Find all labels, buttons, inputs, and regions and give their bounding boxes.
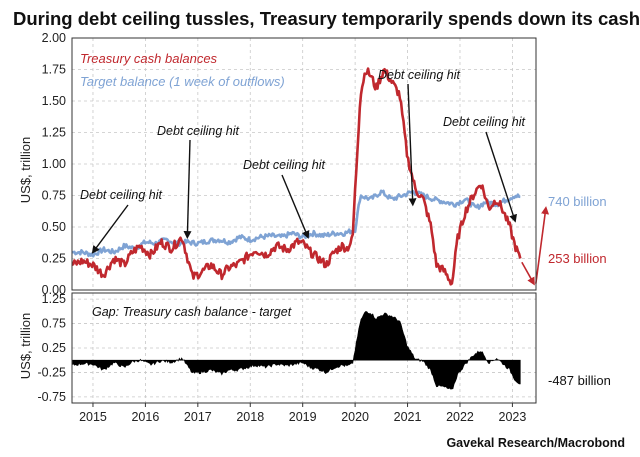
forecast-arrow-up (535, 206, 550, 284)
gap-panel-title: Gap: Treasury cash balance - target (92, 305, 292, 319)
bottom-y-tick-labels: -0.75 -0.25 0.25 0.75 1.25 (38, 292, 67, 404)
top-y-tick-label: 0.75 (42, 189, 66, 203)
bottom-y-axis-label: US$, trillion (18, 313, 33, 379)
annotation-debt-ceiling-2015: Debt ceiling hit (80, 188, 163, 202)
end-label-target: 740 billion (548, 194, 607, 209)
top-series-lines (71, 67, 522, 286)
annotation-debt-ceiling-2021: Debt ceiling hit (378, 68, 461, 82)
source-credit: Gavekal Research/Macrobond (446, 436, 625, 450)
end-label-gap: -487 billion (548, 373, 611, 388)
annotation-debt-ceiling-2019: Debt ceiling hit (243, 158, 326, 172)
bottom-y-tick-label: 0.25 (42, 341, 66, 355)
chart-title: During debt ceiling tussles, Treasury te… (13, 8, 640, 29)
gap-area (71, 311, 521, 390)
target-balance-line (71, 189, 521, 258)
cash-balance-line (71, 67, 522, 286)
x-tick-label: 2016 (131, 410, 159, 424)
x-tick-label: 2022 (446, 410, 474, 424)
x-tick-label: 2015 (79, 410, 107, 424)
top-y-tick-label: 1.25 (42, 126, 66, 140)
x-tick-label: 2021 (394, 410, 422, 424)
debt-ceiling-arrows (91, 83, 517, 254)
bottom-y-tick-label: -0.75 (38, 390, 67, 404)
top-y-tick-label: 1.75 (42, 63, 66, 77)
debt-ceiling-arrow (485, 131, 517, 223)
x-tick-label: 2019 (289, 410, 317, 424)
top-panel-frame (71, 37, 537, 291)
debt-ceiling-arrow (407, 83, 417, 207)
top-y-tick-label: 1.50 (42, 94, 66, 108)
end-label-cash: 253 billion (548, 251, 607, 266)
top-y-tick-label: 1.00 (42, 157, 66, 171)
gap-area-fill (71, 311, 521, 390)
top-y-tick-labels: 0.00 0.25 0.50 0.75 1.00 1.25 1.50 1.75 2.00 (42, 31, 66, 297)
debt-ceiling-arrow (183, 139, 192, 240)
x-axis-tick-labels: 2015 2016 2017 2018 2019 2020 2021 2022 2023 (79, 403, 526, 424)
top-y-tick-label: 0.00 (42, 283, 66, 297)
x-tick-label: 2023 (499, 410, 527, 424)
bottom-panel-frame (71, 292, 537, 404)
forecast-arrow-down (521, 261, 535, 286)
top-y-tick-label: 0.50 (42, 220, 66, 234)
x-tick-label: 2020 (341, 410, 369, 424)
legend-cash-balances: Treasury cash balances (80, 51, 218, 66)
annotation-debt-ceiling-2017: Debt ceiling hit (157, 124, 240, 138)
forecast-arrows (521, 206, 550, 286)
top-gridlines (72, 38, 536, 290)
annotation-debt-ceiling-2023: Debt ceiling hit (443, 115, 526, 129)
bottom-y-tick-label: 0.75 (42, 317, 66, 331)
bottom-y-tick-label: -0.25 (38, 365, 67, 379)
top-panel: 0.00 0.25 0.50 0.75 1.00 1.25 1.50 1.75 2.00 US$… (18, 31, 607, 297)
bottom-panel: -0.75 -0.25 0.25 0.75 1.25 US$, trillion Gap… (18, 292, 611, 404)
legend-target-balance: Target balance (1 week of outflows) (80, 74, 285, 89)
top-y-axis-label: US$, trillion (18, 137, 33, 203)
top-y-tick-label: 2.00 (42, 31, 66, 45)
x-tick-label: 2018 (236, 410, 264, 424)
debt-ceiling-arrow (281, 174, 310, 239)
bottom-y-tick-label: 1.25 (42, 292, 66, 306)
top-y-tick-label: 0.25 (42, 252, 66, 266)
debt-ceiling-arrow (91, 204, 129, 254)
x-tick-label: 2017 (184, 410, 212, 424)
